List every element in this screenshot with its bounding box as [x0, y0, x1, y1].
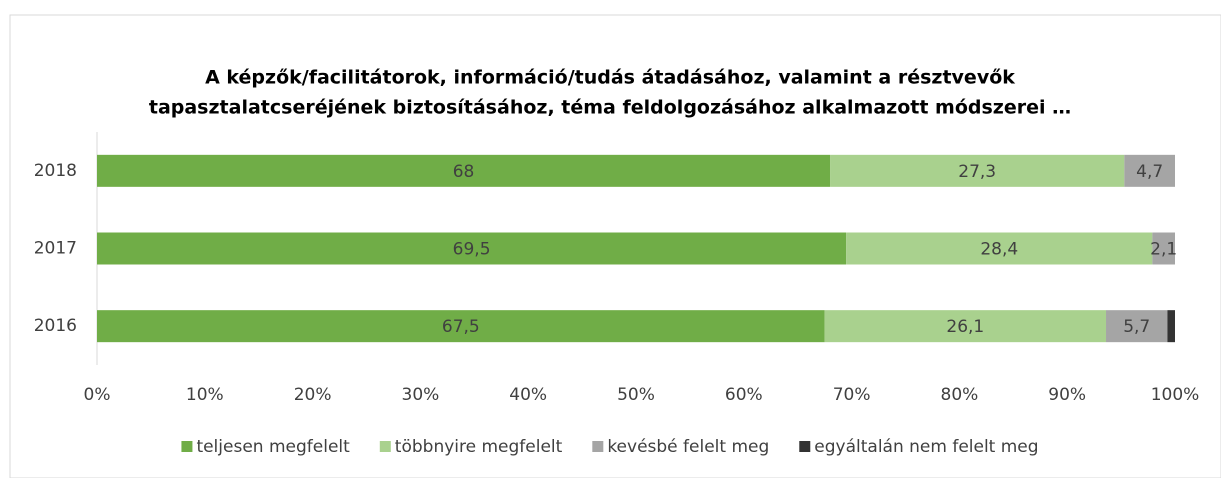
bar-segment	[1167, 310, 1175, 343]
x-tick-label: 20%	[294, 385, 332, 405]
x-tick-label: 0%	[84, 385, 111, 405]
legend-swatch	[799, 441, 811, 452]
x-tick-label: 100%	[1151, 385, 1200, 405]
legend-swatch	[592, 441, 604, 452]
chart-border	[9, 14, 1221, 478]
x-tick-label: 90%	[1048, 385, 1086, 405]
x-tick-label: 80%	[941, 385, 979, 405]
x-tick-label: 30%	[402, 385, 440, 405]
legend-label: kevésbé felelt meg	[607, 437, 769, 457]
data-label: 28,4	[980, 240, 1018, 260]
x-tick-label: 50%	[617, 385, 655, 405]
chart-title: tapasztalatcseréjének biztosításához, té…	[149, 97, 1071, 119]
legend-swatch	[181, 441, 193, 452]
legend-label: többnyire megfelelt	[395, 437, 563, 457]
y-tick-label: 2018	[34, 161, 77, 181]
bar-segment	[830, 154, 1125, 187]
x-tick-label: 40%	[509, 385, 547, 405]
bar-segment	[1106, 310, 1168, 343]
bar-segment	[97, 232, 847, 265]
chart-title: A képzők/facilitátorok, információ/tudás…	[205, 67, 1015, 89]
bar-segment	[97, 154, 831, 187]
x-tick-label: 70%	[833, 385, 871, 405]
data-label: 67,5	[442, 317, 480, 337]
x-tick-label: 10%	[186, 385, 224, 405]
data-label: 26,1	[946, 317, 984, 337]
data-label: 27,3	[958, 162, 996, 182]
bar-segment	[1124, 154, 1175, 187]
data-label: 69,5	[453, 240, 491, 260]
y-tick-label: 2016	[34, 316, 77, 336]
bar-segment	[824, 310, 1107, 343]
bar-segment	[97, 310, 825, 343]
x-tick-label: 60%	[725, 385, 763, 405]
legend-label: teljesen megfelelt	[196, 437, 350, 457]
legend-label: egyáltalán nem felelt meg	[814, 437, 1038, 457]
bar-segment	[846, 232, 1153, 265]
legend-swatch	[379, 441, 391, 452]
data-label: 5,7	[1123, 317, 1150, 337]
data-label: 4,7	[1136, 162, 1163, 182]
bar-segment	[1152, 232, 1175, 265]
y-tick-label: 2017	[34, 239, 77, 259]
data-label: 68	[453, 162, 475, 182]
data-label: 2,1	[1150, 240, 1177, 260]
